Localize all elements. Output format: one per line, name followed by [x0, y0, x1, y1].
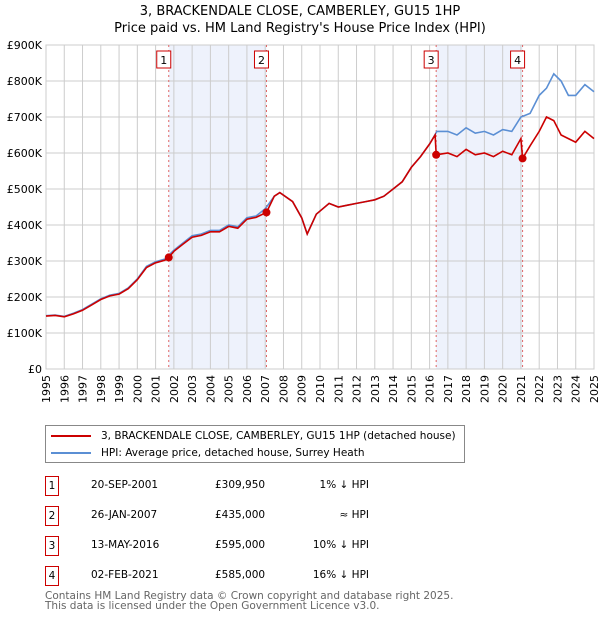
x-tick-label: 2016	[424, 375, 437, 403]
plot-border	[45, 44, 595, 370]
x-tick-label: 2006	[241, 375, 254, 403]
y-tick-label: £900K	[7, 39, 43, 52]
legend: 3, BRACKENDALE CLOSE, CAMBERLEY, GU15 1H…	[45, 425, 465, 463]
x-tick-label: 2022	[533, 375, 546, 403]
sale-number: 3	[45, 536, 59, 556]
x-tick-label: 2001	[150, 375, 163, 403]
y-tick-label: £700K	[7, 111, 43, 124]
y-tick-label: £500K	[7, 183, 43, 196]
x-tick-label: 2020	[497, 375, 510, 403]
x-tick-label: 1997	[77, 375, 90, 403]
shaded-range	[168, 45, 267, 369]
y-tick-label: £800K	[7, 75, 43, 88]
legend-line-red	[51, 435, 91, 437]
footer: Contains HM Land Registry data © Crown c…	[45, 590, 454, 612]
plot-area: 1995 1996 1997 1998 1999 2000 2001 2002 2003 2004…	[7, 39, 600, 403]
sale-label-box	[423, 50, 439, 69]
y-tick-label: £400K	[7, 219, 43, 232]
legend-item-hpi: HPI: Average price, detached house, Surr…	[51, 445, 364, 461]
legend-item-property: 3, BRACKENDALE CLOSE, CAMBERLEY, GU15 1H…	[51, 428, 456, 444]
x-tick-label: 2004	[204, 375, 217, 403]
chart-title: 3, BRACKENDALE CLOSE, CAMBERLEY, GU15 1H…	[139, 4, 461, 19]
x-tick-label: 2023	[551, 375, 564, 403]
sale-hpi-diff: 1% ↓ HPI	[319, 479, 369, 491]
x-tick-label: 2018	[460, 375, 473, 403]
x-tick-label: 2015	[405, 375, 418, 403]
sale-row: 4 02-FEB-2021 £585,000 16% ↓ HPI	[45, 566, 465, 586]
x-tick-label: 1999	[113, 375, 126, 403]
sale-hpi-diff: ≈ HPI	[339, 509, 369, 521]
sale-row: 2 26-JAN-2007 £435,000 ≈ HPI	[45, 506, 465, 526]
sale-row: 1 20-SEP-2001 £309,950 1% ↓ HPI	[45, 476, 465, 496]
x-tick-label: 2005	[223, 375, 236, 403]
x-tick-label: 2012	[351, 375, 364, 403]
x-tick-label: 2013	[369, 375, 382, 403]
x-tick-label: 2010	[314, 375, 327, 403]
sale-point	[262, 208, 271, 217]
sale-number: 4	[45, 566, 59, 586]
sale-price: £585,000	[215, 569, 266, 581]
sale-date: 26-JAN-2007	[91, 509, 158, 521]
y-tick-label: £100K	[7, 327, 43, 340]
x-tick-label: 2021	[515, 375, 528, 403]
sale-price: £595,000	[215, 539, 266, 551]
sale-hpi-diff: 16% ↓ HPI	[312, 569, 369, 581]
sale-label: 4	[514, 54, 521, 67]
sale-label-box	[156, 50, 172, 69]
sale-label: 3	[428, 54, 435, 67]
x-tick-label: 2014	[387, 375, 400, 403]
sale-price: £309,950	[215, 479, 266, 491]
sale-label-box	[253, 50, 269, 69]
legend-line-blue	[51, 452, 91, 454]
legend-label: HPI: Average price, detached house, Surr…	[101, 447, 365, 459]
x-tick-label: 2007	[259, 375, 272, 403]
sale-date: 20-SEP-2001	[91, 479, 159, 491]
sale-point	[518, 154, 527, 163]
sale-label: 1	[160, 54, 167, 67]
sale-hpi-diff: 10% ↓ HPI	[312, 539, 369, 551]
y-tick-label: £200K	[7, 291, 43, 304]
x-tick-label: 2009	[296, 375, 309, 403]
sale-date: 02-FEB-2021	[91, 569, 159, 581]
chart-subtitle: Price paid vs. HM Land Registry's House …	[114, 21, 486, 36]
footer-line: This data is licensed under the Open Gov…	[45, 600, 380, 612]
x-tick-label: 2000	[131, 375, 144, 403]
x-tick-label: 2002	[168, 375, 181, 403]
sale-number: 2	[45, 506, 59, 526]
shaded-range	[436, 45, 523, 369]
y-tick-label: £300K	[7, 255, 43, 268]
series-line	[45, 115, 595, 318]
sale-date: 13-MAY-2016	[91, 539, 160, 551]
x-tick-label: 2019	[478, 375, 491, 403]
x-tick-label: 2017	[442, 375, 455, 403]
sale-price: £435,000	[215, 509, 266, 521]
sale-point	[432, 150, 441, 159]
sale-number: 1	[45, 476, 59, 496]
footer-line: Contains HM Land Registry data © Crown c…	[45, 590, 454, 602]
x-tick-label: 1996	[58, 375, 71, 403]
sale-label: 2	[258, 54, 265, 67]
sale-label-box	[510, 50, 526, 69]
x-tick-label: 2008	[277, 375, 290, 403]
legend-label: 3, BRACKENDALE CLOSE, CAMBERLEY, GU15 1H…	[101, 430, 456, 442]
x-tick-label: 2003	[186, 375, 199, 403]
x-tick-label: 1998	[95, 375, 108, 403]
x-tick-label: 2011	[332, 375, 345, 403]
y-tick-label: £600K	[7, 147, 43, 160]
x-tick-label: 2025	[588, 375, 600, 403]
x-tick-label: 2024	[570, 375, 583, 403]
y-tick-label: £0	[28, 363, 42, 376]
sale-row: 3 13-MAY-2016 £595,000 10% ↓ HPI	[45, 536, 465, 556]
sale-point	[164, 253, 173, 262]
x-tick-label: 1995	[40, 375, 53, 403]
